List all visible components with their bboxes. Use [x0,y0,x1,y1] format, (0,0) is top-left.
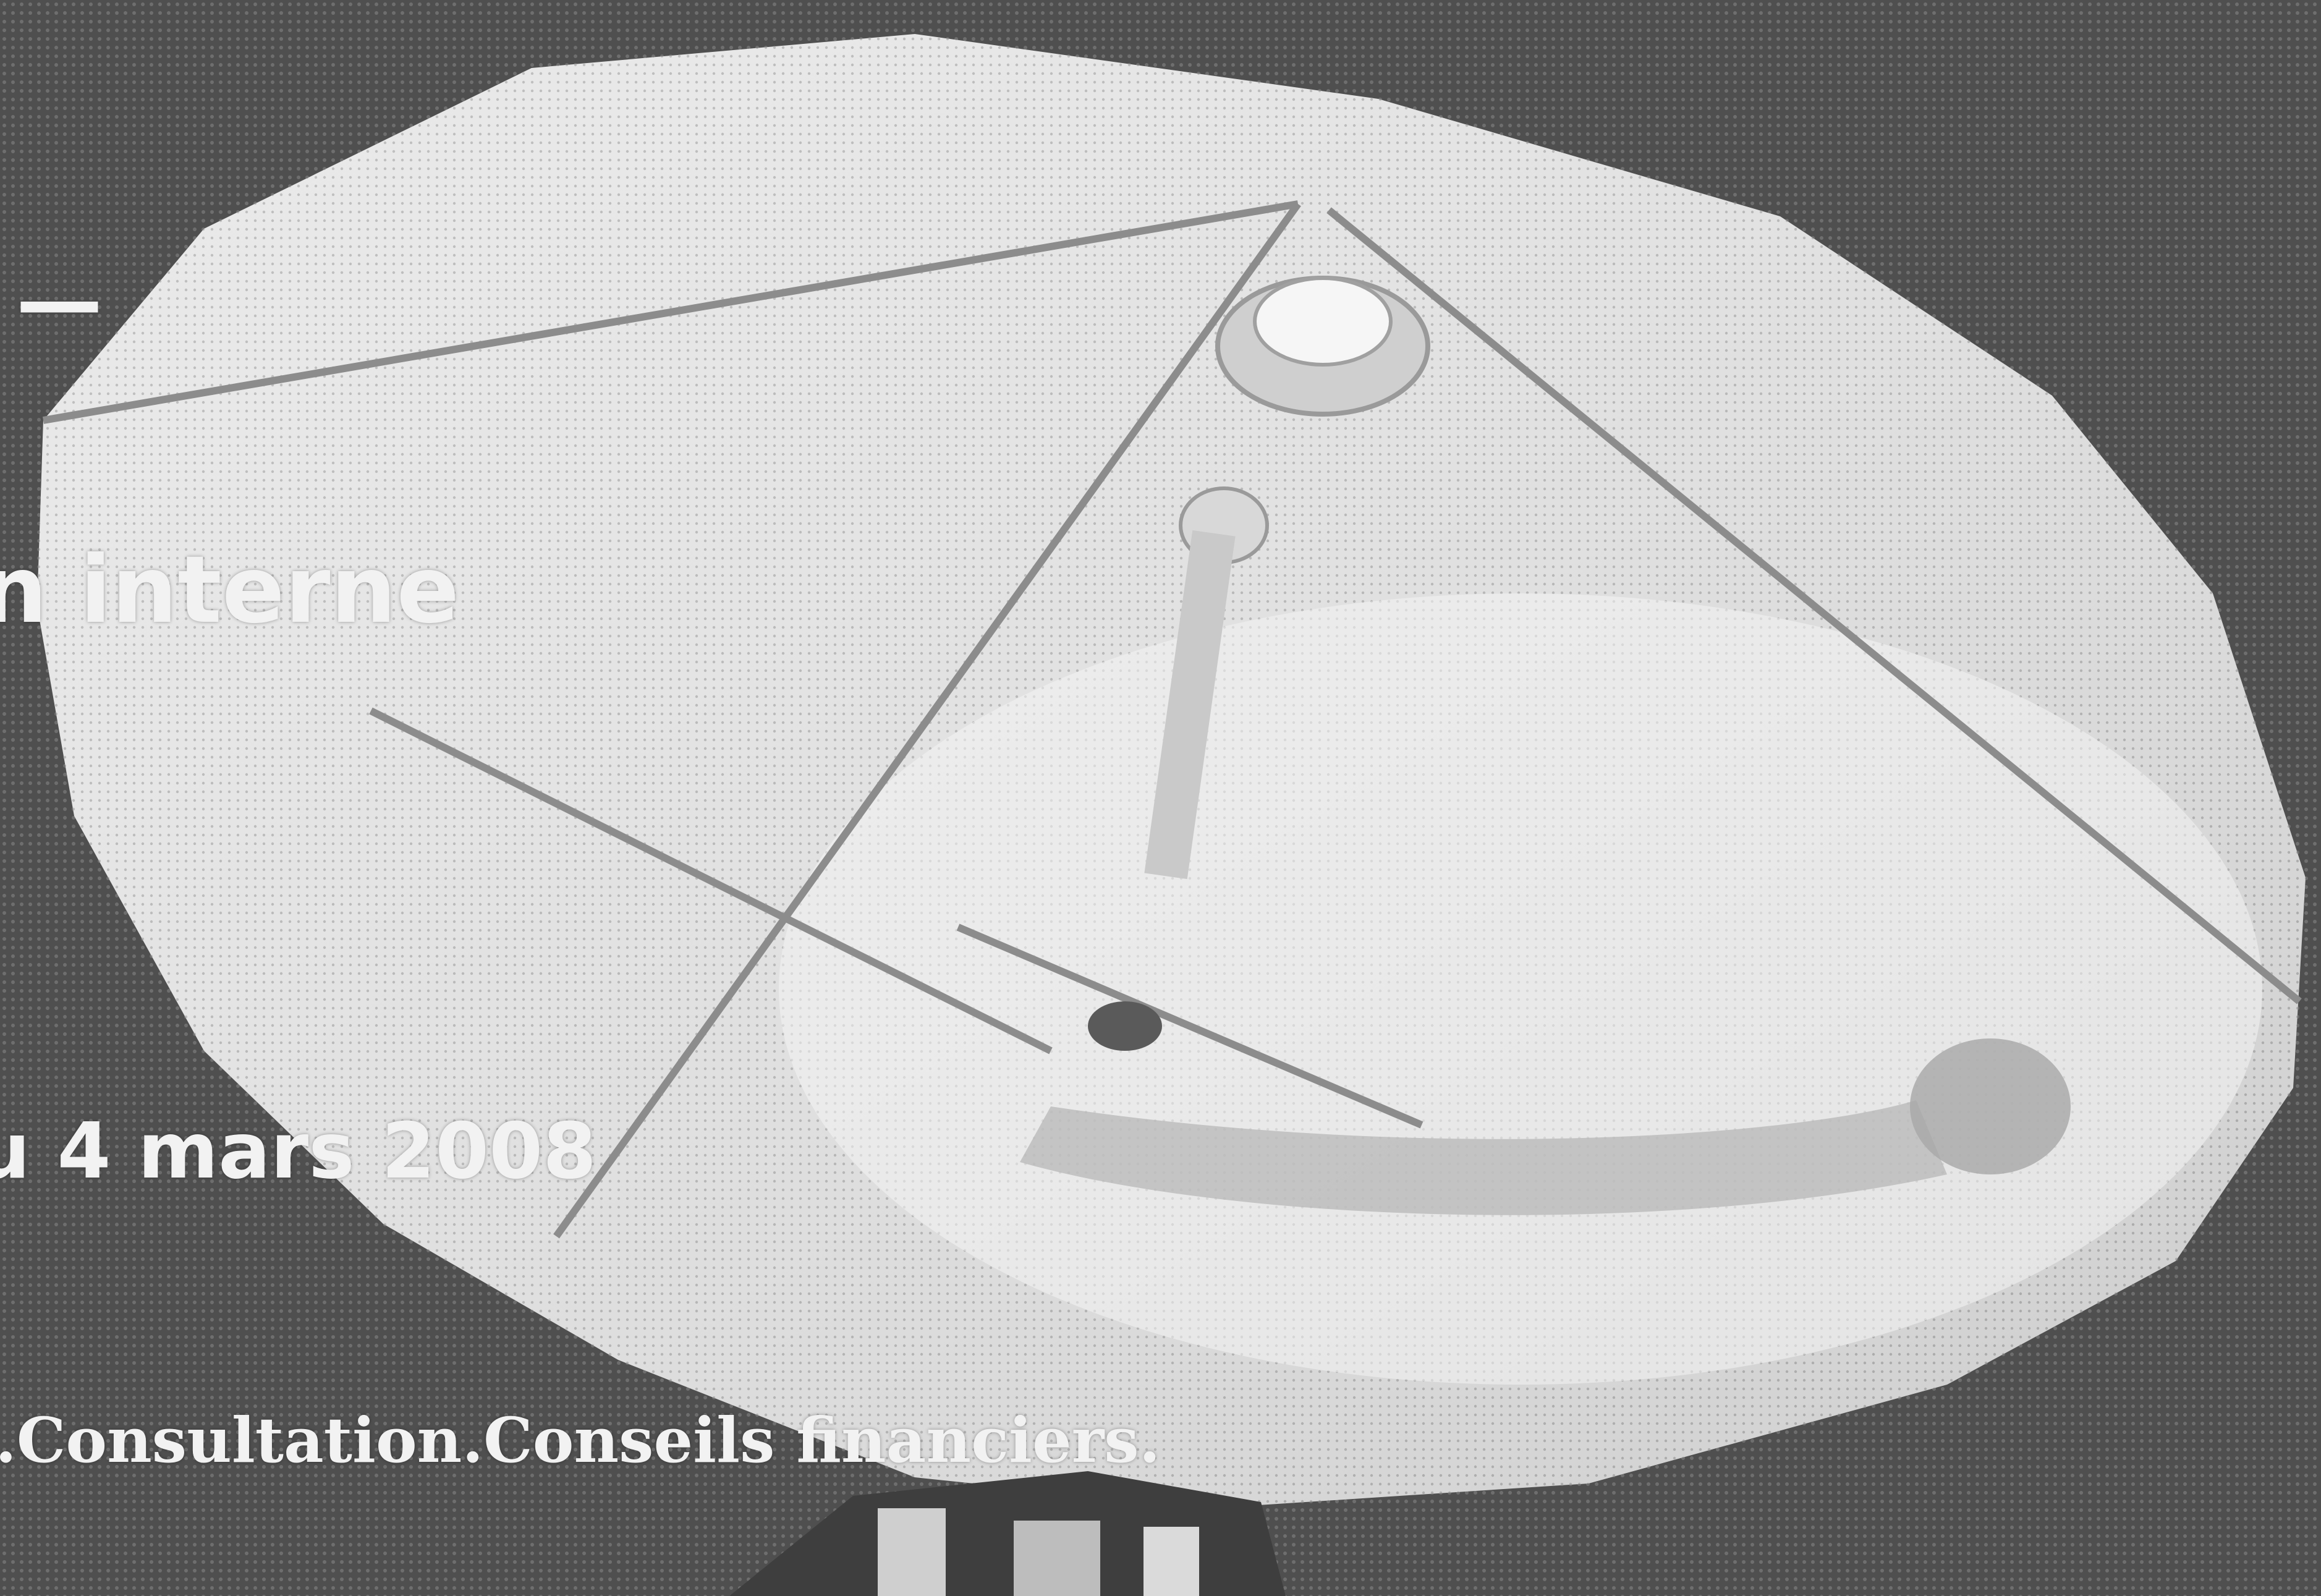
dish-inner [779,593,2262,1385]
feed-struts [42,200,2302,1239]
overlay-dash: — [16,251,103,352]
overlay-date: u 4 mars 2008 [0,1106,597,1196]
dish-mount [729,1471,1286,1596]
overlay-services: .Consultation.Conseils financiers. [0,1404,1161,1477]
dish-rim-shadow [1020,1100,1947,1215]
overlay-headline: n interne [0,537,460,644]
feed-horn [1088,276,1430,1051]
